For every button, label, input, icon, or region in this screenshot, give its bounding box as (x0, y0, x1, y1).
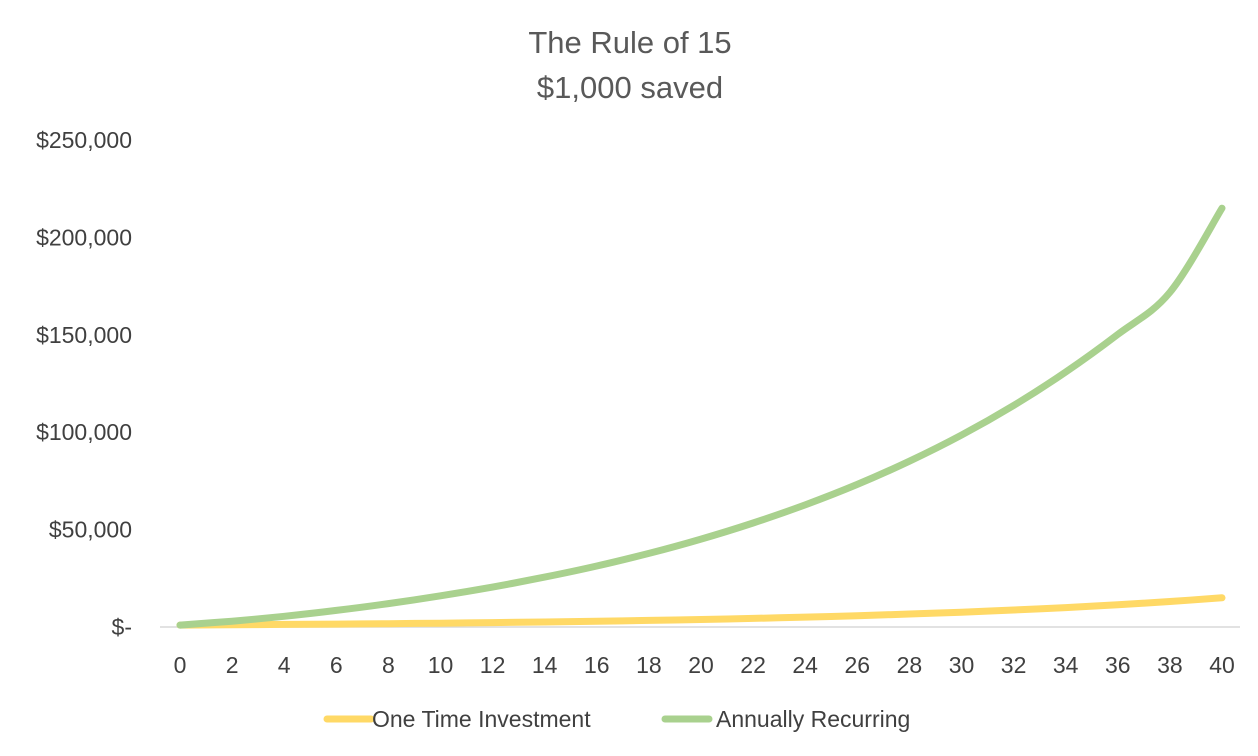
x-tick-label: 26 (845, 652, 871, 678)
x-tick-label: 4 (278, 652, 291, 678)
y-tick-label: $50,000 (49, 517, 132, 543)
y-tick-label: $250,000 (36, 127, 132, 153)
x-tick-label: 28 (897, 652, 923, 678)
y-tick-label: $100,000 (36, 419, 132, 445)
x-tick-label: 34 (1053, 652, 1079, 678)
x-tick-label: 36 (1105, 652, 1131, 678)
chart-title: The Rule of 15 $1,000 saved (528, 25, 731, 105)
chart-title-line-1: The Rule of 15 (528, 25, 731, 60)
legend-label: Annually Recurring (716, 706, 910, 732)
y-tick-label: $- (112, 614, 132, 640)
x-tick-label: 12 (480, 652, 506, 678)
x-tick-label: 30 (949, 652, 975, 678)
series-line-annually-recurring (176, 204, 1226, 629)
x-tick-label: 18 (636, 652, 662, 678)
x-tick-label: 20 (688, 652, 714, 678)
x-tick-label: 2 (226, 652, 239, 678)
x-tick-label: 14 (532, 652, 558, 678)
x-tick-label: 8 (382, 652, 395, 678)
plot-area (176, 204, 1226, 629)
y-tick-label: $200,000 (36, 224, 132, 250)
series-line-one-time-investment (176, 594, 1226, 629)
x-axis: 0 2 4 6 8 10 12 14 16 18 20 22 24 26 28 30 32 34 36 38 40 (174, 652, 1235, 678)
x-tick-label: 24 (792, 652, 818, 678)
y-tick-label: $150,000 (36, 322, 132, 348)
x-tick-label: 38 (1157, 652, 1183, 678)
x-tick-label: 0 (174, 652, 187, 678)
legend-label: One Time Investment (372, 706, 591, 732)
chart-title-line-2: $1,000 saved (537, 70, 723, 105)
x-tick-label: 32 (1001, 652, 1027, 678)
x-tick-label: 16 (584, 652, 610, 678)
x-tick-label: 10 (428, 652, 454, 678)
legend: One Time Investment Annually Recurring (323, 706, 910, 732)
x-tick-label: 22 (740, 652, 766, 678)
x-tick-label: 40 (1209, 652, 1235, 678)
x-tick-label: 6 (330, 652, 343, 678)
y-axis: $- $50,000 $100,000 $150,000 $200,000 $250,00… (36, 127, 132, 640)
